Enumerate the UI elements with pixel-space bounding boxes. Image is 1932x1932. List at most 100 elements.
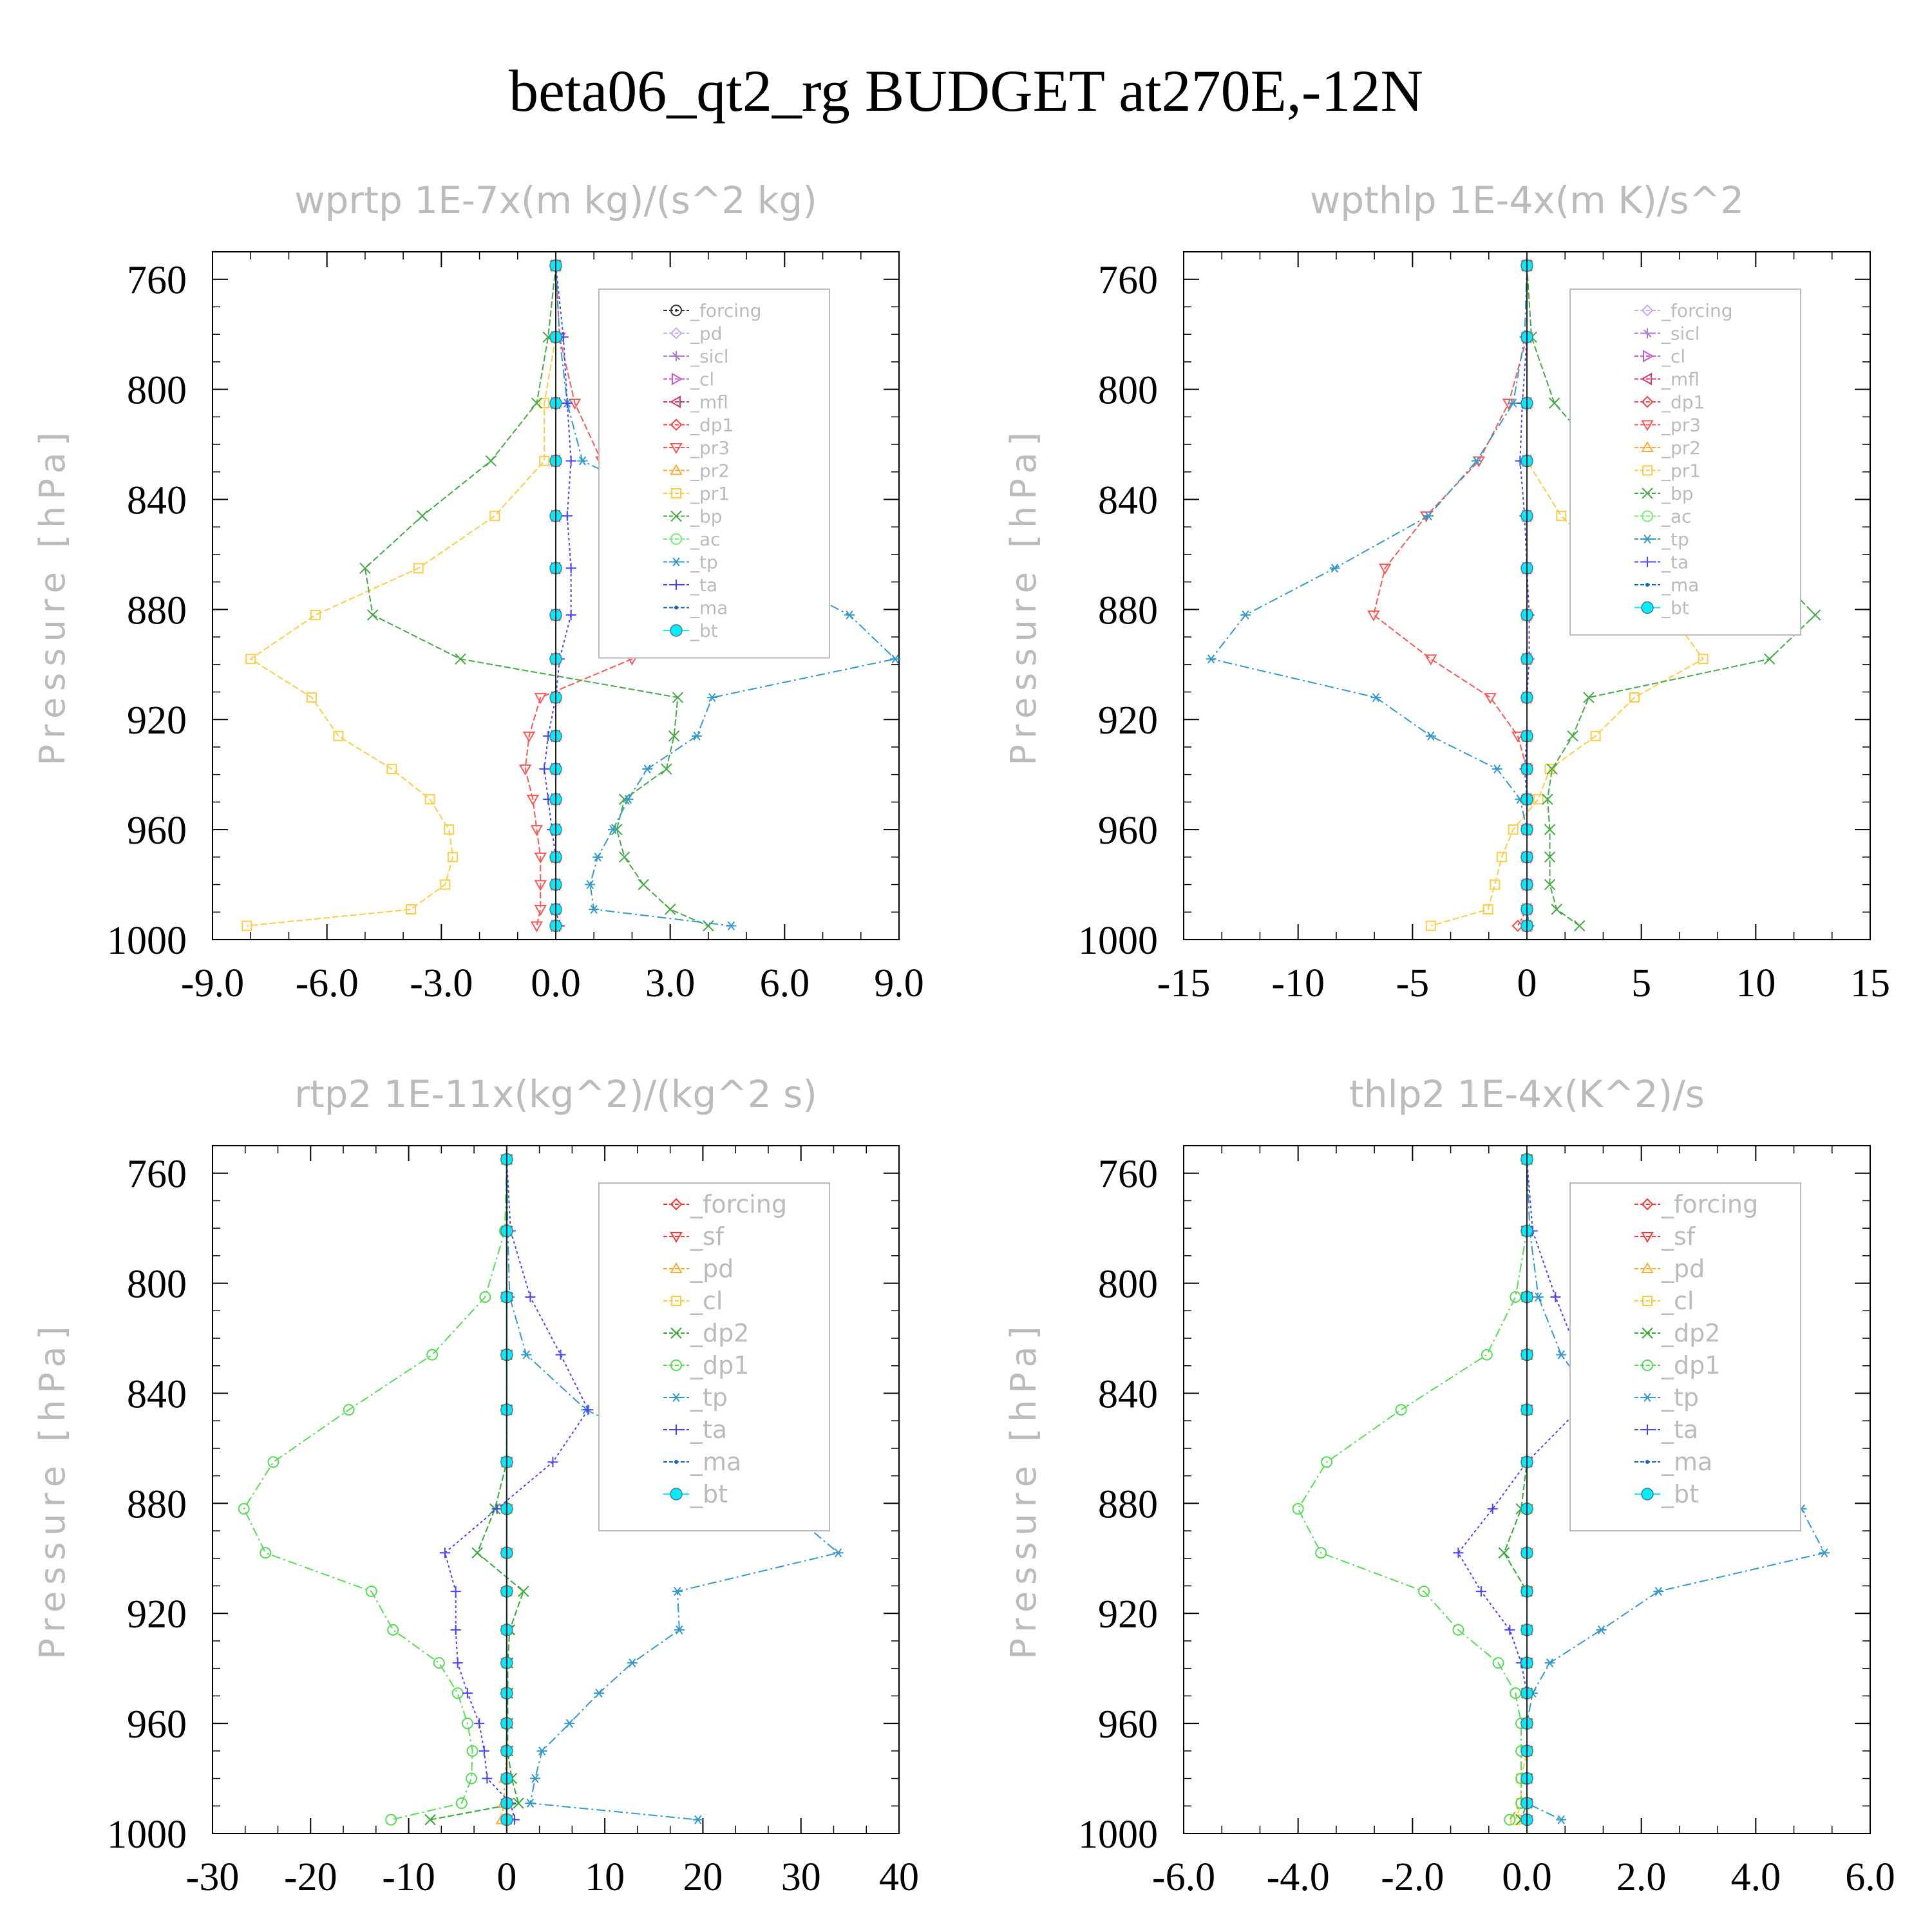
legend-label: _ta	[690, 1416, 727, 1444]
data-point	[530, 825, 544, 837]
legend-label: _forcing	[1661, 300, 1733, 321]
x-tick-label: 6.0	[760, 961, 810, 1005]
data-point	[1508, 398, 1519, 408]
legend-marker	[1642, 1393, 1653, 1402]
data-point	[1378, 564, 1392, 575]
legend-label: _bt	[690, 620, 718, 641]
y-tick-label: 920	[1098, 699, 1158, 743]
data-point	[521, 1350, 532, 1359]
legend-box	[598, 289, 830, 659]
legend-marker	[1641, 440, 1654, 452]
data-point	[491, 1503, 502, 1514]
data-point	[365, 1586, 377, 1598]
data-point	[518, 1586, 529, 1597]
legend-label: _ta	[690, 574, 717, 596]
legend-entry: _mfl	[663, 392, 728, 413]
data-point	[1482, 904, 1493, 915]
legend-entry: _pr1	[1634, 460, 1701, 482]
data-point	[1487, 1503, 1498, 1514]
data-point	[238, 1502, 250, 1515]
series-line	[1209, 265, 1530, 926]
legend-marker	[670, 624, 683, 637]
legend-marker	[670, 533, 682, 545]
data-point	[1484, 693, 1497, 705]
data-point	[1370, 693, 1381, 703]
data-point	[1315, 1547, 1327, 1559]
legend-entry: _pr1	[663, 483, 730, 504]
data-point	[1548, 397, 1560, 409]
data-point	[359, 562, 371, 574]
y-tick-label: 840	[1098, 478, 1158, 522]
series-bp	[359, 260, 714, 932]
data-point	[539, 397, 550, 408]
y-tick-label: 1000	[1078, 919, 1158, 963]
data-point	[1544, 764, 1555, 775]
data-point	[518, 764, 532, 776]
legend-marker	[1642, 465, 1653, 476]
legend-marker	[671, 580, 681, 590]
data-point	[522, 731, 536, 743]
legend-label: _pr2	[1661, 437, 1701, 459]
legend-label: _pr1	[690, 483, 730, 504]
data-point	[466, 1745, 478, 1757]
data-point	[525, 1291, 536, 1302]
data-point	[594, 1689, 605, 1698]
legend-entry: _forcing	[663, 1190, 787, 1218]
series-line	[243, 1159, 507, 1821]
legend-marker	[669, 395, 681, 408]
legend-label: _pr1	[1661, 460, 1701, 482]
data-point	[417, 510, 428, 522]
data-point	[471, 1547, 483, 1558]
data-point	[1425, 654, 1437, 666]
legend-label: _tp	[1661, 1383, 1699, 1412]
legend-label: _mfl	[1661, 369, 1700, 390]
data-point	[1471, 456, 1482, 466]
x-tick-label: 3.0	[645, 961, 696, 1005]
data-point	[455, 1797, 468, 1810]
y-tick-label: 760	[127, 259, 187, 303]
legend-marker	[674, 1460, 678, 1464]
data-point	[638, 878, 649, 891]
panel-title: thlp2 1E-4x(K^2)/s	[1349, 1072, 1705, 1116]
legend-marker	[670, 1262, 683, 1273]
legend-label: _ac	[1661, 506, 1692, 527]
data-point	[577, 456, 588, 466]
y-tick-label: 960	[1098, 1703, 1158, 1747]
data-point	[890, 654, 901, 664]
y-tick-label: 880	[1098, 1482, 1158, 1526]
chart-panel-3: rtp2 1E-11x(kg^2)/(kg^2 s) Pressure [hPa]…	[32, 1072, 919, 1899]
legend-label: _tp	[690, 552, 718, 573]
panel-title: wpthlp 1E-4x(m K)/s^2	[1310, 178, 1744, 222]
legend-marker	[670, 305, 682, 316]
data-point	[565, 563, 576, 574]
data-point	[444, 824, 455, 835]
legend-marker	[674, 605, 678, 610]
legend-entry: _ta	[663, 574, 717, 596]
data-point	[452, 1658, 463, 1669]
y-axis-label: Pressure [hPa]	[1003, 426, 1044, 765]
data-point	[674, 1625, 685, 1634]
x-tick-label: -10	[1271, 961, 1325, 1005]
y-tick-label: 920	[1098, 1593, 1158, 1636]
data-point	[1819, 1548, 1830, 1558]
legend-label: _sicl	[690, 346, 729, 367]
legend-entry: _pd	[663, 1255, 734, 1283]
y-tick-label: 760	[1098, 259, 1158, 303]
legend-entry: _pr3	[663, 437, 730, 459]
legend-marker	[1642, 510, 1653, 522]
legend-marker	[1642, 328, 1653, 339]
data-point	[1492, 1657, 1504, 1669]
legend-entry: _tp	[663, 1383, 728, 1412]
data-point	[534, 693, 547, 705]
legend-entry: _forcing	[1634, 300, 1733, 321]
panel-title: wprtp 1E-7x(m kg)/(s^2 kg)	[294, 178, 817, 222]
legend-marker	[1645, 583, 1649, 587]
y-tick-label: 920	[127, 1593, 187, 1636]
legend-entry: _cl	[1634, 346, 1685, 367]
y-axis-label: Pressure [hPa]	[1003, 1320, 1044, 1659]
legend-marker	[1642, 1359, 1653, 1371]
legend-marker	[670, 1488, 683, 1501]
data-point	[1556, 1350, 1567, 1359]
data-point	[1511, 731, 1524, 743]
